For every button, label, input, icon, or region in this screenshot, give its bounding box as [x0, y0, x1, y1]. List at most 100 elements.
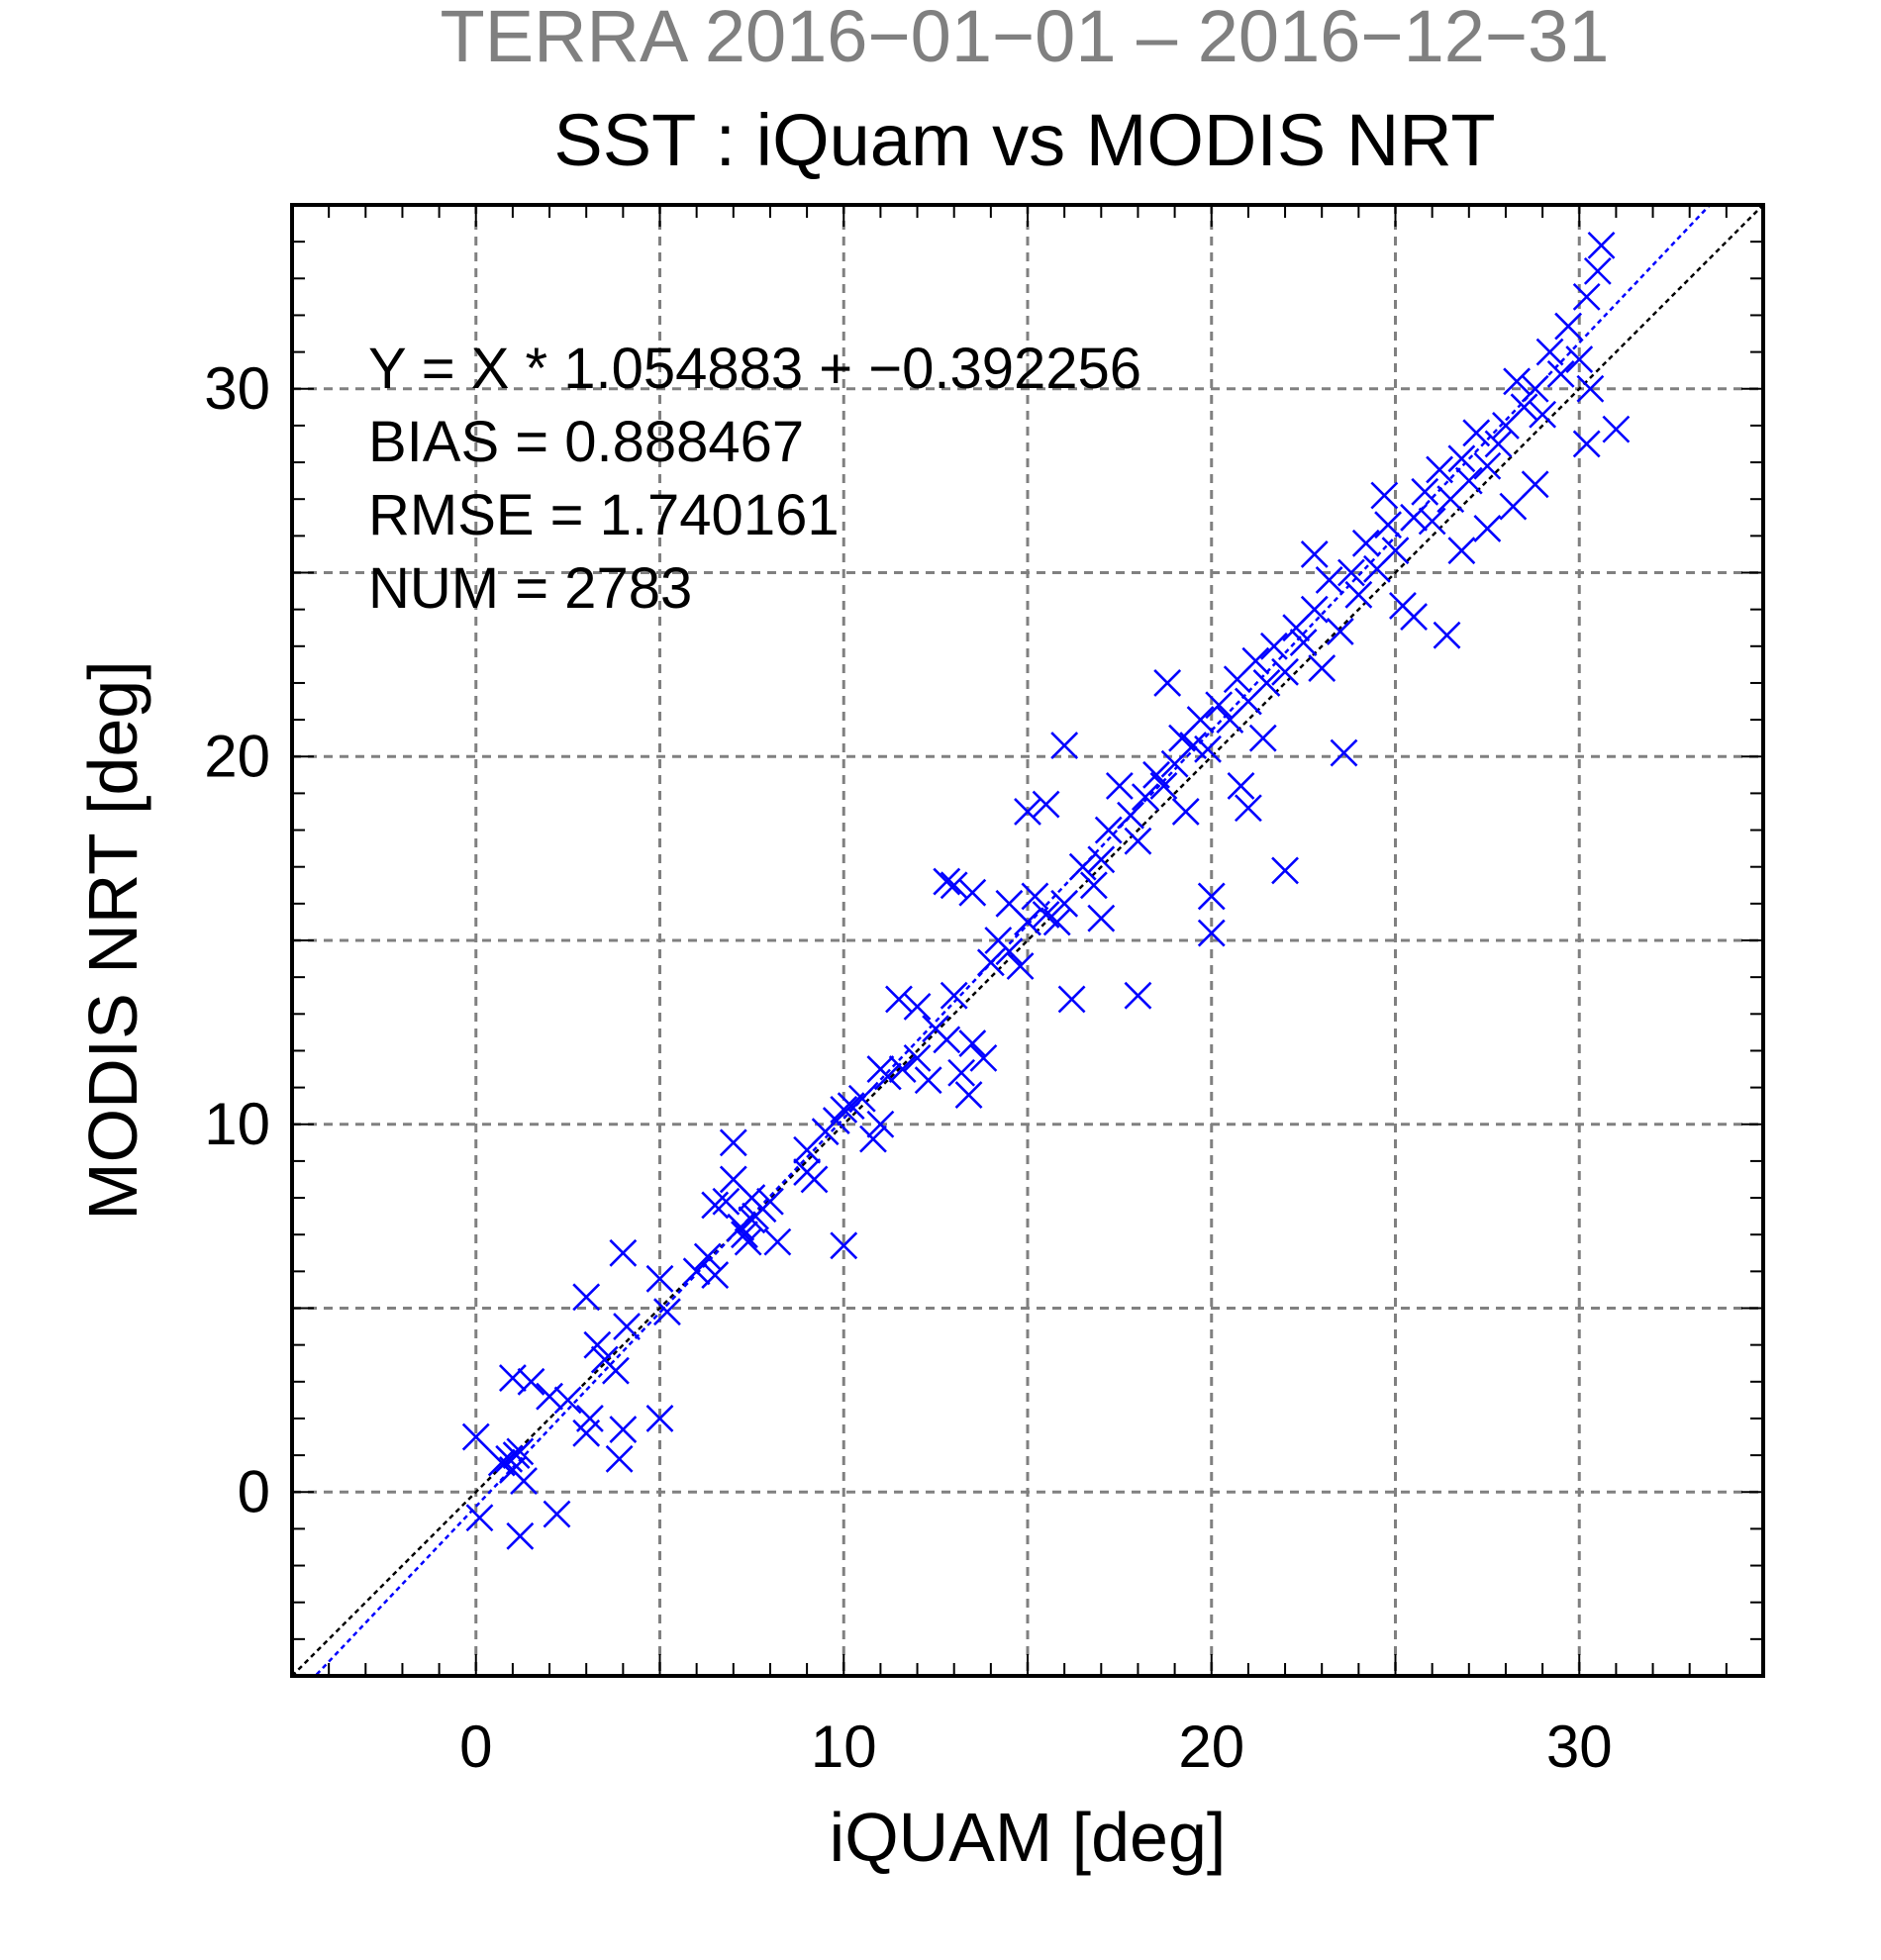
scatter-point: [1149, 772, 1178, 800]
scatter-point: [1370, 481, 1399, 510]
scatter-point: [653, 1298, 681, 1326]
scatter-point: [734, 1227, 762, 1256]
scatter-point: [1050, 889, 1079, 918]
scatter-point: [609, 1238, 638, 1267]
scatter-point: [969, 1043, 998, 1072]
scatter-point: [903, 992, 932, 1021]
scatter-point: [1197, 919, 1226, 947]
scatter-point: [1042, 908, 1071, 936]
scatter-point: [1330, 738, 1358, 767]
scatter-point: [1503, 367, 1532, 396]
scatter-point: [763, 1227, 792, 1256]
scatter-point: [602, 1356, 630, 1385]
scatter-point: [1068, 852, 1097, 881]
scatter-point: [536, 1382, 563, 1411]
scatter-point: [1032, 790, 1060, 819]
scatter-point: [1447, 444, 1476, 473]
scatter-point: [933, 1026, 961, 1054]
scatter-point: [506, 1521, 535, 1550]
scatter-point: [888, 1055, 917, 1083]
chart-supertitle: TERRA 2016−01−01 – 2016−12−31: [441, 0, 1610, 77]
stats-box: Y = X * 1.054883 + −0.392256 BIAS = 0.88…: [368, 337, 1141, 621]
y-tick-label: 10: [204, 1091, 270, 1157]
scatter-point: [1186, 706, 1215, 735]
scatter-point: [1308, 654, 1336, 683]
scatter-point: [1271, 856, 1299, 885]
scatter-point: [572, 1283, 601, 1312]
rmse-label: RMSE = 1.740161: [368, 483, 840, 547]
scatter-point: [1014, 798, 1041, 826]
scatter-point: [575, 1405, 604, 1432]
scatter-point: [645, 1405, 674, 1432]
scatter-point: [958, 878, 987, 907]
scatter-point: [1374, 511, 1402, 539]
scatter-point: [1400, 603, 1428, 631]
scatter-point: [940, 871, 968, 900]
scatter-point: [1351, 529, 1380, 557]
scatter-point: [1300, 595, 1329, 624]
scatter-point: [830, 1231, 858, 1260]
y-tick-label: 0: [238, 1458, 270, 1524]
scatter-point: [1057, 985, 1086, 1014]
scatter-point: [1079, 871, 1108, 900]
scatter-point: [701, 1191, 730, 1220]
scatter-point: [682, 1257, 711, 1286]
scatter-point: [1433, 621, 1461, 649]
scatter-point: [498, 1364, 527, 1392]
scatter-point: [859, 1125, 887, 1153]
scatter-point: [756, 1187, 784, 1216]
scatter-point: [976, 948, 1005, 977]
bias-label: BIAS = 0.888467: [368, 410, 804, 474]
scatter-point: [885, 985, 913, 1014]
scatter-point: [1381, 537, 1410, 565]
scatter-point: [995, 889, 1024, 918]
scatter-point: [543, 1500, 571, 1528]
scatter-point: [1337, 558, 1365, 587]
scatter-point: [1572, 282, 1601, 311]
scatter-point: [1411, 477, 1439, 506]
scatter-point: [866, 1110, 895, 1138]
scatter-point: [1565, 345, 1594, 373]
scatter-point: [1447, 537, 1476, 565]
scatter-point: [1124, 827, 1152, 855]
scatter-point: [958, 1029, 987, 1057]
scatter-point: [517, 1367, 545, 1396]
scatter-point: [1248, 724, 1277, 752]
scatter-point: [719, 1128, 747, 1157]
y-tick-label: 30: [204, 355, 270, 422]
scatter-point: [1289, 629, 1318, 657]
scatter-point: [1105, 772, 1134, 800]
scatter-point: [940, 981, 968, 1010]
scatter-point: [1124, 981, 1152, 1010]
scatter-point: [1587, 231, 1616, 259]
scatter-point: [1454, 466, 1483, 495]
scatter-point: [1117, 801, 1144, 830]
scatter-point: [1521, 470, 1549, 499]
x-tick-label: 30: [1546, 1714, 1613, 1780]
scatter-point: [1094, 816, 1123, 844]
scatter-point: [613, 1313, 641, 1340]
scatter-point: [693, 1242, 722, 1271]
scatter-point: [830, 1095, 858, 1124]
scatter-point: [1087, 904, 1116, 932]
scatter-point: [1510, 393, 1538, 422]
y-tick-labels: 0 10 20 30: [204, 355, 270, 1525]
x-tick-label: 20: [1178, 1714, 1244, 1780]
scatter-point: [1529, 400, 1557, 429]
scatter-point: [510, 1467, 538, 1496]
scatter-point: [914, 1066, 942, 1095]
scatter-point: [1050, 732, 1079, 760]
chart-title: SST : iQuam vs MODIS NRT: [553, 99, 1495, 181]
scatter-point: [933, 867, 961, 896]
scatter-point: [1194, 735, 1222, 763]
scatter-point: [1462, 419, 1491, 447]
scatter-point: [1021, 882, 1049, 911]
x-tick-label: 0: [459, 1714, 492, 1780]
scatter-point: [1259, 632, 1288, 660]
scatter-point: [1602, 415, 1631, 443]
x-axis-label: iQUAM [deg]: [830, 1799, 1227, 1876]
scatter-point: [847, 1084, 876, 1113]
scatter-point: [1535, 338, 1564, 366]
scatter-point: [1546, 359, 1575, 388]
